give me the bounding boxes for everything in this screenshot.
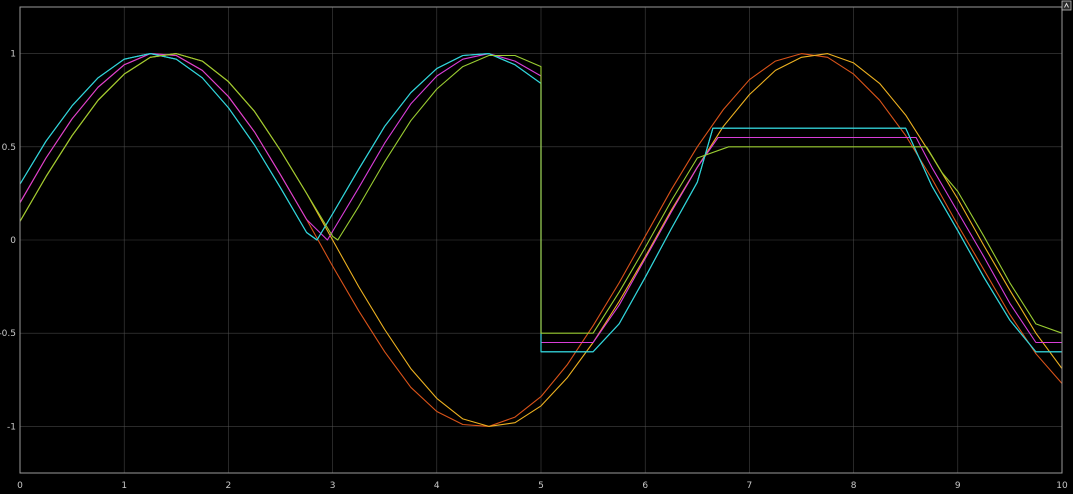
x-tick-label: 1	[121, 481, 127, 491]
y-tick-label: 0	[10, 236, 16, 246]
x-tick-label: 5	[538, 481, 544, 491]
x-tick-label: 9	[955, 481, 961, 491]
series-line-5	[19, 53, 1062, 353]
x-tick-labels: 0 1 2 3 4 5 6 7 8 9 10	[17, 481, 1068, 491]
x-tick-label: 7	[747, 481, 753, 491]
x-tick-label: 4	[434, 481, 440, 491]
y-tick-label: 1	[10, 50, 16, 60]
series-line-6	[19, 53, 1063, 334]
y-tick-label: -1	[7, 422, 16, 432]
x-tick-label: 0	[17, 481, 23, 491]
x-tick-label: 6	[642, 481, 648, 491]
restore-icon[interactable]	[1061, 0, 1072, 11]
y-tick-label: -0.5	[0, 329, 16, 339]
series-lines	[19, 53, 1063, 427]
plot-frame	[19, 6, 1063, 474]
y-tick-labels: 1 0.5 0 -0.5 -1	[0, 50, 16, 433]
x-tick-label: 8	[851, 481, 857, 491]
y-tick-label: 0.5	[2, 143, 16, 153]
x-tick-label: 10	[1056, 481, 1068, 491]
x-tick-label: 2	[226, 481, 232, 491]
x-tick-label: 3	[330, 481, 336, 491]
